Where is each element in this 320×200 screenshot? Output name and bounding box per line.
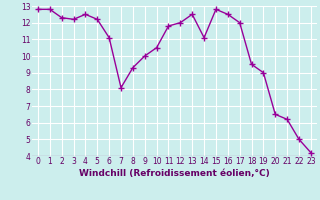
X-axis label: Windchill (Refroidissement éolien,°C): Windchill (Refroidissement éolien,°C) [79,169,270,178]
